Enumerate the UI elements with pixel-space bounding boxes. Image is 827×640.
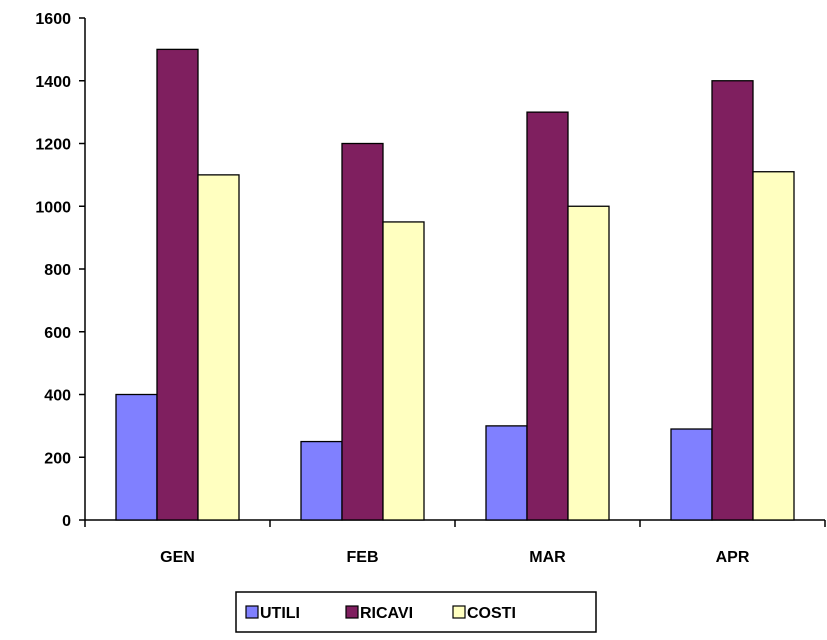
axes: 0 200 400 600 800 1000 1200 1400 1600 GEN FEB MAR AP…	[35, 11, 826, 566]
legend-label-ricavi: RICAVI	[360, 605, 413, 622]
legend-label-utili: UTILI	[260, 605, 300, 622]
y-tick-label: 1000	[35, 199, 71, 216]
bars	[115, 48, 795, 521]
bar-utili-gen	[115, 393, 158, 521]
y-tick-label: 1400	[35, 74, 71, 91]
legend-swatch-ricavi	[345, 605, 359, 619]
legend-box	[235, 591, 597, 633]
bar-ricavi-mar	[526, 111, 569, 521]
legend-label-costi: COSTI	[467, 605, 516, 622]
bar-costi-gen	[197, 174, 240, 521]
x-tick-label: APR	[716, 549, 750, 566]
y-tick-label: 800	[44, 262, 71, 279]
bar-ricavi-feb	[341, 142, 384, 521]
x-tick-label: GEN	[160, 549, 195, 566]
y-tick-label: 200	[44, 450, 71, 467]
bar-costi-feb	[382, 221, 425, 521]
bar-utili-mar	[485, 425, 528, 521]
y-tick-label: 600	[44, 325, 71, 342]
bar-costi-apr	[752, 171, 795, 521]
bar-costi-mar	[567, 205, 610, 521]
x-tick-label: MAR	[529, 549, 566, 566]
bar-utili-feb	[300, 440, 343, 521]
bar-utili-apr	[670, 428, 713, 521]
legend-swatch-utili	[245, 605, 259, 619]
y-tick-label: 0	[62, 513, 71, 530]
y-tick-label: 1200	[35, 137, 71, 154]
legend-swatch-costi	[452, 605, 466, 619]
bar-ricavi-apr	[711, 80, 754, 521]
y-tick-label: 1600	[35, 11, 71, 28]
x-tick-label: FEB	[347, 549, 379, 566]
legend: UTILI RICAVI COSTI	[235, 591, 597, 633]
bar-ricavi-gen	[156, 48, 199, 521]
y-tick-label: 400	[44, 388, 71, 405]
